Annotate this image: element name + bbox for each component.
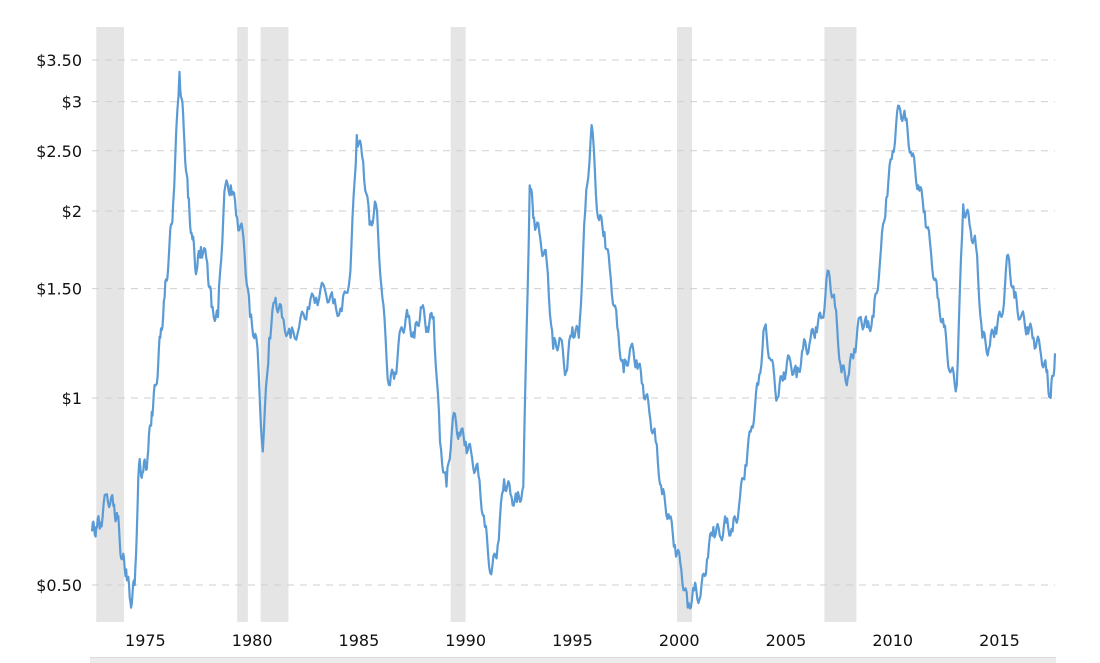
price-line [90,70,1057,610]
y-tick-label: $1.50 [36,280,82,299]
y-tick-label: $2 [62,202,82,221]
x-tick-label: 2000 [659,631,700,650]
x-tick-label: 1985 [339,631,380,650]
x-tick-label: 2015 [979,631,1020,650]
recession-bands [96,27,857,622]
y-axis-labels: $0.50 $1 $1.50 $2 $2.50 $3 $3.50 [36,51,82,595]
x-tick-label: 1975 [125,631,166,650]
x-tick-label: 2010 [872,631,913,650]
y-tick-label: $3 [62,93,82,112]
x-axis-labels: 1975 1980 1985 1990 1995 2000 2005 2010 2015 [125,631,1020,650]
x-tick-label: 1995 [552,631,593,650]
x-tick-label: 1980 [232,631,273,650]
recession-band [237,27,248,622]
y-tick-label: $0.50 [36,576,82,595]
recession-band [450,27,466,622]
x-tick-label: 1990 [445,631,486,650]
x-tick-label: 2005 [766,631,807,650]
y-tick-label: $1 [62,389,82,408]
y-gridlines [92,59,1055,586]
y-tick-label: $2.50 [36,142,82,161]
navigator-strip[interactable] [90,657,1056,663]
recession-band [824,27,857,622]
recession-band [677,27,693,622]
y-tick-label: $3.50 [36,51,82,70]
